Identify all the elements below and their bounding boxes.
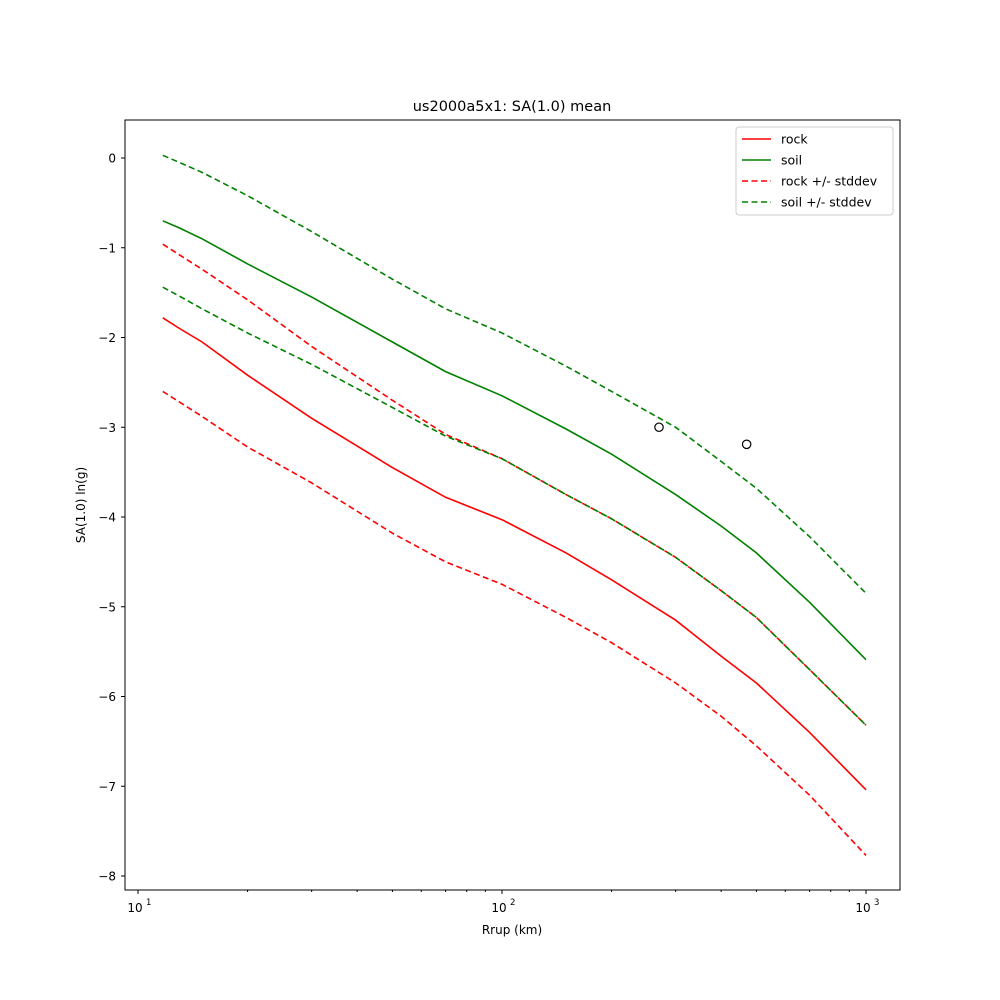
plot-points — [654, 422, 752, 450]
x-axis: 10 1 10 2 10 3 — [127, 890, 879, 915]
data-point — [741, 439, 752, 450]
y-tick-label: 0 — [108, 152, 116, 166]
y-axis-label: SA(1.0) ln(g) — [74, 467, 88, 543]
x-tick-label: 10 — [127, 901, 142, 915]
x-tick-exponent: 3 — [874, 898, 879, 908]
legend-label: soil — [781, 153, 802, 168]
legend-label: rock — [781, 132, 808, 147]
series-line-5 — [162, 286, 867, 726]
y-tick-label: −4 — [98, 511, 116, 525]
series-line-1 — [162, 220, 867, 661]
x-tick-label: 10 — [491, 901, 506, 915]
y-tick-label: −1 — [98, 241, 116, 255]
y-axis: 0 −1 −2 −3 −4 −5 −6 −7 −8 — [98, 152, 125, 884]
y-tick-label: −6 — [98, 690, 116, 704]
y-tick-label: −7 — [98, 780, 116, 794]
y-tick-label: −5 — [98, 600, 116, 614]
series-line-0 — [162, 317, 867, 791]
series-line-4 — [162, 154, 867, 594]
legend: rock soil rock +/- stddev soil +/- stddev — [735, 126, 894, 216]
y-tick-label: −3 — [98, 421, 116, 435]
legend-label: rock +/- stddev — [781, 174, 878, 189]
plot-lines — [162, 154, 867, 856]
chart-title: us2000a5x1: SA(1.0) mean — [413, 99, 612, 115]
series-line-2 — [162, 243, 867, 726]
series-line-3 — [162, 390, 867, 856]
y-tick-label: −2 — [98, 331, 116, 345]
x-tick-label: 10 — [855, 901, 870, 915]
x-tick-exponent: 1 — [146, 898, 151, 908]
legend-box — [735, 126, 894, 216]
x-axis-label: Rrup (km) — [482, 923, 542, 937]
y-tick-label: −8 — [98, 870, 116, 884]
data-point — [654, 422, 664, 433]
legend-label: soil +/- stddev — [781, 195, 872, 210]
x-tick-exponent: 2 — [510, 898, 515, 908]
plot-frame — [124, 119, 901, 891]
